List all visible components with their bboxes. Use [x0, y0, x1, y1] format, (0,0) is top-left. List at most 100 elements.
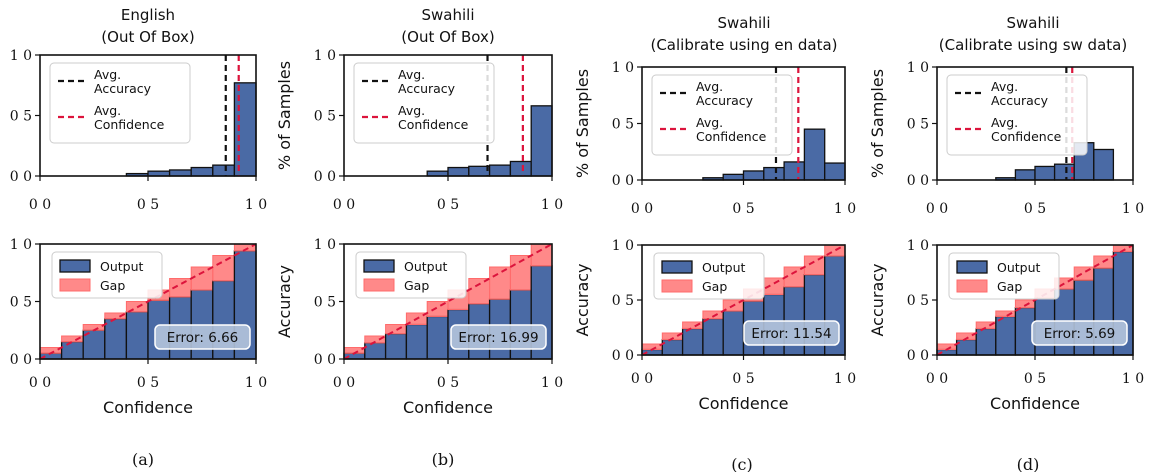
y-axis-label: Accuracy [573, 263, 592, 336]
gap-bar [385, 324, 407, 335]
legend-swatch-output [363, 259, 395, 273]
gap-bar [1073, 266, 1095, 281]
perfect-calibration-line [39, 243, 257, 360]
histogram-bar [447, 166, 470, 177]
panel-title-line: (Out Of Box) [401, 28, 494, 46]
y-tick-label: 1 0 [907, 60, 929, 76]
x-tick-label: 0 5 [137, 375, 159, 391]
x-axis-label: Confidence [699, 394, 789, 413]
legend-label-confidence: Confidence [94, 117, 165, 132]
panel-title-line: (Calibrate using sw data) [939, 36, 1127, 54]
error-badge [450, 324, 547, 350]
x-axis-label: Confidence [990, 394, 1080, 413]
x-tick-label: 0 5 [732, 201, 754, 217]
y-tick-label: 0 0 [10, 352, 32, 368]
y-tick-label: 0 0 [612, 348, 634, 364]
gap-bar [190, 266, 214, 291]
y-tick-label: 0 5 [612, 293, 634, 309]
histogram-bar [722, 173, 745, 181]
y-tick-label: 0 0 [907, 173, 929, 189]
legend-label-confidence: Avg. [696, 115, 723, 130]
histogram-bar [190, 166, 214, 177]
panel-title-line: Swahili [718, 14, 771, 32]
panel-title-line: English [121, 6, 175, 24]
gap-bar [530, 243, 553, 267]
reliability-legend: Output Gap [355, 251, 467, 299]
x-tick-label: 0 5 [437, 375, 459, 391]
y-tick-label: 1 0 [314, 48, 336, 64]
y-axis-label: % of Samples [573, 69, 592, 178]
panel-a: English(Out Of Box)0 00 51 00 00 51 0% o… [10, 6, 267, 469]
legend-label-gap: Gap [404, 278, 429, 293]
x-tick-label: 0 5 [1024, 201, 1046, 217]
legend-label-confidence: Confidence [991, 129, 1062, 144]
error-value: Error: 6.66 [167, 330, 239, 346]
legend-swatch-output [661, 260, 693, 274]
output-bar [60, 341, 84, 360]
legend-label-accuracy: Avg. [94, 67, 121, 82]
output-bar [661, 338, 684, 356]
legend-label-accuracy: Avg. [991, 79, 1018, 94]
x-tick-label: 1 0 [1122, 201, 1144, 217]
legend-swatch-gap [956, 279, 988, 293]
error-value: Error: 5.69 [1044, 326, 1116, 342]
output-bar [104, 318, 128, 360]
histogram-bar [168, 169, 192, 177]
legend-label-confidence: Confidence [696, 129, 767, 144]
histogram-bar [763, 166, 785, 181]
gap-bar [212, 255, 235, 282]
histogram-bar [1034, 165, 1056, 181]
error-badge [743, 320, 840, 346]
output-bar [384, 333, 408, 360]
legend-swatch-gap [363, 278, 395, 292]
panel-title-line: (Out Of Box) [101, 28, 194, 46]
histogram-bar [742, 170, 765, 181]
output-bar [702, 318, 724, 356]
x-tick-label: 1 0 [245, 375, 267, 391]
x-tick-label: 1 0 [1122, 371, 1144, 387]
x-axis-label: Confidence [403, 398, 493, 417]
legend-swatch-gap [59, 278, 91, 292]
error-value: Error: 11.54 [751, 326, 831, 342]
y-tick-label: 0 0 [907, 348, 929, 364]
y-tick-label: 1 0 [612, 60, 634, 76]
y-tick-label: 0 0 [612, 173, 634, 189]
x-axis-label: Confidence [103, 398, 193, 417]
x-tick-label: 1 0 [541, 375, 563, 391]
y-tick-label: 0 0 [10, 169, 32, 185]
reliability-legend: Output Gap [51, 251, 163, 299]
reliability-plot: 0 00 51 00 00 51 0ConfidenceAccuracyOutp… [10, 237, 267, 417]
x-tick-label: 0 0 [333, 197, 355, 213]
legend-label-output: Output [997, 260, 1041, 275]
histogram-bar [783, 161, 806, 181]
legend-label-confidence: Avg. [94, 103, 121, 118]
y-tick-label: 1 0 [612, 238, 634, 254]
legend-label-gap: Gap [702, 279, 727, 294]
panel-caption: (c) [731, 455, 752, 472]
histogram-bar [488, 164, 512, 177]
y-tick-label: 0 5 [907, 293, 929, 309]
y-axis-label: Accuracy [275, 265, 294, 338]
y-tick-label: 0 0 [314, 169, 336, 185]
y-tick-label: 1 0 [907, 238, 929, 254]
panel-caption: (d) [1017, 455, 1040, 472]
legend-label-accuracy: Avg. [398, 67, 425, 82]
x-tick-label: 0 5 [1024, 371, 1046, 387]
gap-bar [803, 255, 826, 276]
y-tick-label: 1 0 [314, 237, 336, 253]
output-bar [405, 323, 428, 360]
gap-bar [489, 266, 511, 300]
legend-box [49, 62, 191, 144]
histogram-bar [1093, 148, 1115, 181]
histogram-bar [1014, 169, 1036, 181]
legend-label-output: Output [404, 259, 448, 274]
legend-label-accuracy: Accuracy [991, 93, 1049, 108]
x-tick-label: 0 0 [631, 371, 653, 387]
